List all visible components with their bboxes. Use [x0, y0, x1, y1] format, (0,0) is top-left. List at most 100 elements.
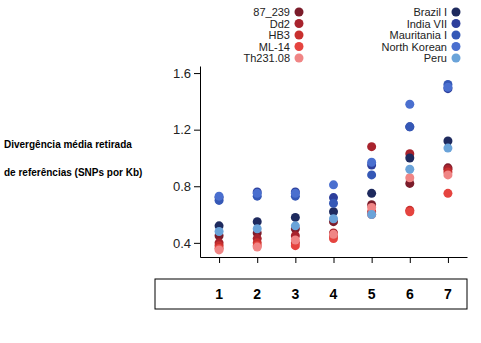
legend-entry: North Korean: [382, 41, 461, 53]
x-tick: [334, 257, 335, 263]
point: [253, 224, 262, 233]
legend-label: 87_239: [253, 6, 290, 18]
legend-label: Th231.08: [244, 52, 290, 64]
legend-marker: [452, 8, 461, 17]
x-tick-label: 4: [330, 286, 338, 302]
x-tick-mark: [257, 257, 258, 263]
legend-entry: 87_239: [253, 6, 303, 18]
point: [405, 153, 414, 162]
point: [443, 144, 452, 153]
x-tick: [257, 257, 258, 263]
point: [367, 189, 376, 198]
chart: 0.4 0.8 1.2 1.6 1 2 3 4 5 6 7 Divergência média ret…: [0, 0, 481, 343]
point: [291, 221, 300, 230]
point: [367, 158, 376, 167]
legend-label: Brazil I: [413, 6, 447, 18]
point: [405, 165, 414, 174]
legend-marker: [295, 8, 304, 17]
legend-marker: [295, 31, 304, 40]
x-tick-label: 2: [253, 286, 261, 302]
y-tick: 1.6: [173, 66, 200, 81]
legend-marker: [452, 19, 461, 28]
legend-label: India VII: [407, 18, 447, 30]
point: [405, 173, 414, 182]
legend-marker: [452, 54, 461, 63]
point: [329, 230, 338, 239]
y-tick-mark: [194, 73, 200, 74]
point: [291, 213, 300, 222]
point: [215, 192, 224, 201]
x-tick-mark: [219, 257, 220, 263]
y-tick-mark: [194, 186, 200, 187]
point: [215, 245, 224, 254]
x-tick: [219, 257, 220, 263]
x-axis: [201, 257, 468, 263]
y-axis: 0.4 0.8 1.2 1.6: [173, 66, 201, 258]
y-tick: 0.4: [173, 236, 200, 251]
point: [253, 243, 262, 252]
point: [215, 227, 224, 236]
x-tick-mark: [410, 257, 411, 263]
y-tick-label: 1.2: [173, 122, 191, 137]
y-tick: 0.8: [173, 179, 200, 194]
x-tick: [410, 257, 411, 263]
legend-entry: ML-14: [259, 41, 304, 53]
legend-entry: Brazil I: [413, 6, 460, 18]
legend-entry: HB3: [269, 29, 304, 41]
point: [367, 142, 376, 151]
legend-entry: Dd2: [270, 18, 304, 30]
point: [329, 199, 338, 208]
y-tick-label: 0.8: [173, 179, 191, 194]
y-axis-title: de referências (SNPs por Kb): [4, 167, 142, 178]
y-axis-title: Divergência média retirada: [4, 139, 132, 150]
legend-label: Dd2: [270, 18, 290, 30]
point: [367, 210, 376, 219]
points: [215, 80, 453, 255]
y-tick-label: 1.6: [173, 66, 191, 81]
point: [405, 122, 414, 131]
legend-entry: Mauritania I: [390, 29, 461, 41]
legend-marker: [452, 31, 461, 40]
legend-entry: India VII: [407, 18, 461, 30]
legend-label: ML-14: [259, 41, 290, 53]
x-tick-label: 6: [406, 286, 414, 302]
point: [253, 189, 262, 198]
point: [443, 170, 452, 179]
x-tick: [372, 257, 373, 263]
y-tick-mark: [194, 130, 200, 131]
legend-marker: [295, 54, 304, 63]
legend-marker: [452, 42, 461, 51]
point: [329, 180, 338, 189]
legend-label: North Korean: [382, 41, 447, 53]
legend-label: Peru: [424, 52, 447, 64]
point: [291, 189, 300, 198]
x-tick-mark: [372, 257, 373, 263]
x-tick-mark: [448, 257, 449, 263]
point: [329, 214, 338, 223]
point: [291, 236, 300, 245]
legend-entry: Th231.08: [244, 52, 304, 64]
x-tick-label: 3: [291, 286, 299, 302]
x-tick-label: 7: [444, 286, 452, 302]
point: [405, 207, 414, 216]
y-tick: 1.2: [173, 122, 200, 137]
y-axis-line: [200, 67, 201, 258]
point: [367, 210, 376, 219]
x-tick-mark: [295, 257, 296, 263]
y-tick-label: 0.4: [173, 236, 191, 251]
legend-label: HB3: [269, 29, 290, 41]
x-tick: [448, 257, 449, 263]
category-box: [155, 279, 467, 309]
point: [443, 83, 452, 92]
x-tick-label: 5: [368, 286, 376, 302]
legend-label: Mauritania I: [390, 29, 447, 41]
legend-marker: [295, 42, 304, 51]
x-tick-label: 1: [215, 286, 223, 302]
y-tick-mark: [194, 243, 200, 244]
x-tick: [295, 257, 296, 263]
legend-marker: [295, 19, 304, 28]
legend-entry: Peru: [424, 52, 461, 64]
point: [405, 100, 414, 109]
point: [405, 122, 414, 131]
legend: 87_239Dd2HB3ML-14Th231.08 Brazil IIndia V…: [244, 6, 461, 64]
